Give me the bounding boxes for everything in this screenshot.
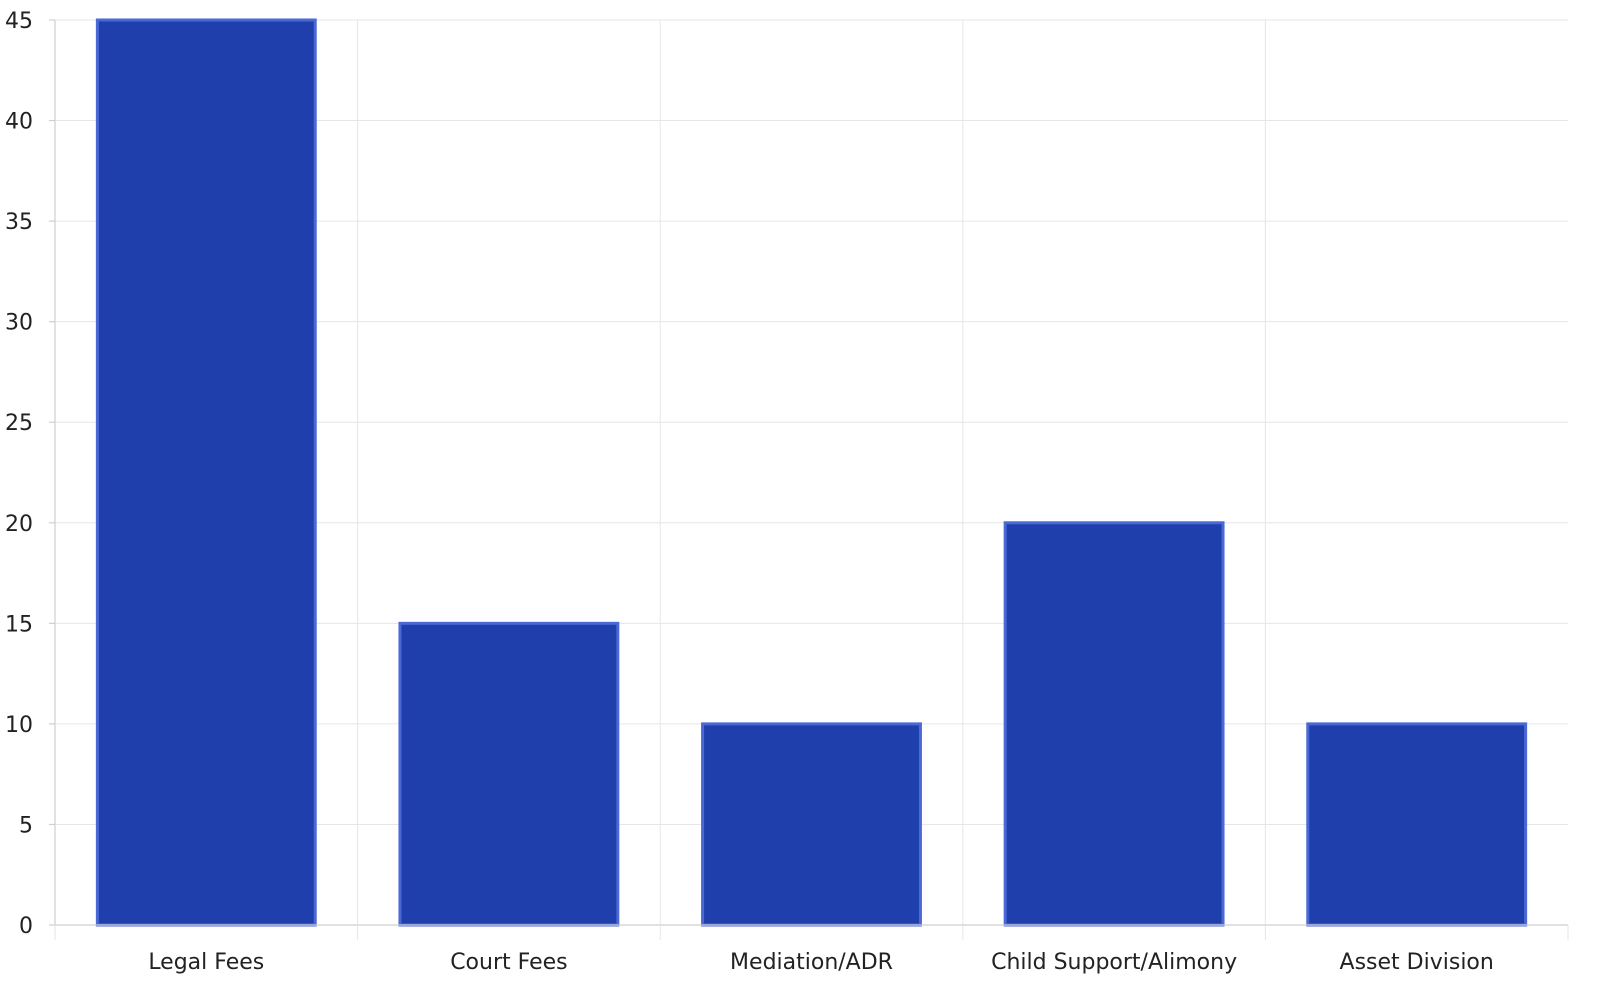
y-tick-label: 15 bbox=[5, 612, 33, 637]
bars bbox=[95, 18, 1528, 927]
y-tick-label: 45 bbox=[5, 9, 33, 34]
axes bbox=[54, 20, 1568, 926]
y-tick-label: 0 bbox=[19, 914, 33, 939]
x-tick-label: Legal Fees bbox=[148, 950, 264, 975]
bar-child-support-alimony[interactable] bbox=[1003, 521, 1225, 927]
x-tick-label: Mediation/ADR bbox=[730, 950, 893, 975]
y-tick-label: 10 bbox=[5, 713, 33, 738]
y-tick-label: 30 bbox=[5, 311, 33, 336]
bar-asset-division[interactable] bbox=[1306, 722, 1528, 927]
y-tick-label: 25 bbox=[5, 411, 33, 436]
bar-legal-fees[interactable] bbox=[95, 18, 317, 927]
x-tick-label: Asset Division bbox=[1340, 950, 1494, 975]
y-tick-label: 20 bbox=[5, 512, 33, 537]
x-tick-label: Child Support/Alimony bbox=[991, 950, 1237, 975]
y-tick-label: 35 bbox=[5, 210, 33, 235]
y-tick-label: 5 bbox=[19, 813, 33, 838]
bar-court-fees[interactable] bbox=[398, 621, 620, 927]
x-tick-label: Court Fees bbox=[450, 950, 567, 975]
y-axis-ticks: 0 5 10 15 20 25 30 35 40 45 bbox=[5, 9, 55, 939]
bar-mediation-adr[interactable] bbox=[701, 722, 922, 927]
y-tick-label: 40 bbox=[5, 110, 33, 135]
x-axis-ticks: Legal Fees Court Fees Mediation/ADR Child S… bbox=[54, 925, 1569, 975]
